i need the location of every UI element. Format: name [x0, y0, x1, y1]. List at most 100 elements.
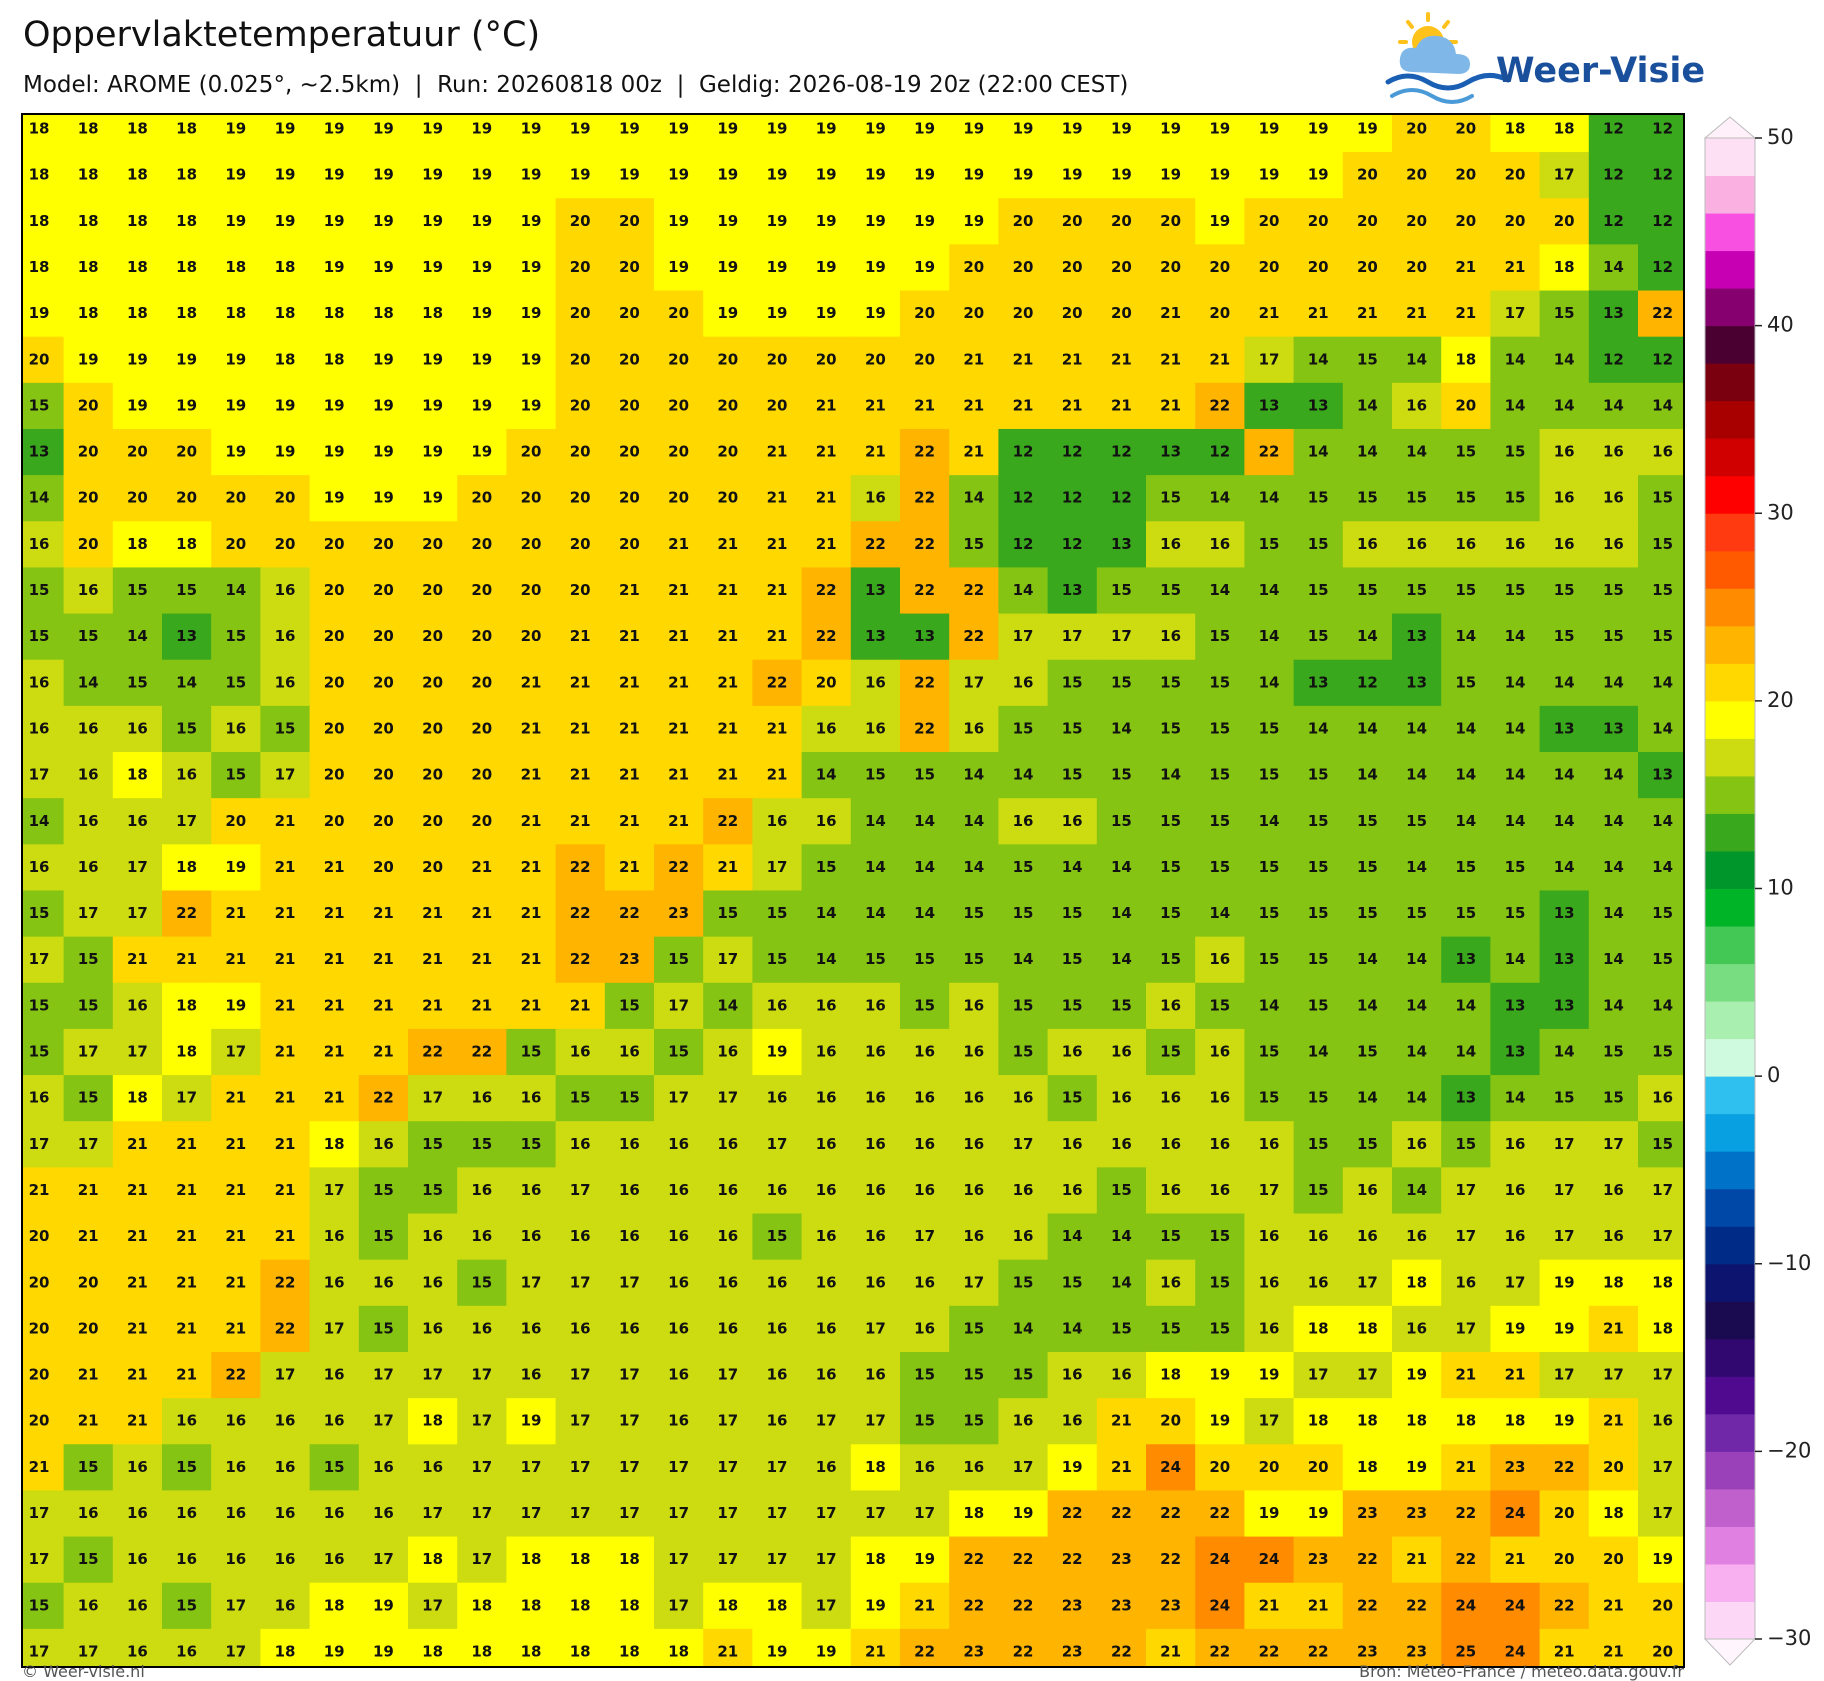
temperature-label: 16 [127, 812, 148, 830]
temperature-label: 20 [1160, 258, 1181, 276]
temperature-label: 15 [1259, 858, 1280, 876]
temperature-cell [850, 1582, 901, 1630]
temperature-cell [1342, 1075, 1393, 1122]
temperature-label: 19 [1259, 166, 1280, 184]
temperature-cell [949, 1582, 999, 1630]
temperature-label: 19 [422, 258, 443, 276]
colorbar-tick-label: −20 [1767, 1438, 1811, 1462]
temperature-cell [260, 982, 311, 1030]
temperature-cell [801, 1398, 852, 1445]
temperature-label: 23 [619, 950, 640, 968]
temperature-cell [555, 244, 606, 292]
temperature-label: 18 [1652, 1273, 1673, 1291]
temperature-label: 16 [1603, 1181, 1624, 1199]
temperature-cell [112, 705, 163, 753]
temperature-cell [703, 1213, 753, 1261]
temperature-label: 15 [1357, 812, 1378, 830]
temperature-label: 22 [1357, 1550, 1378, 1568]
temperature-cell [1638, 844, 1684, 892]
temperature-label: 13 [1652, 766, 1673, 784]
temperature-label: 20 [1406, 120, 1427, 138]
temperature-cell [752, 982, 803, 1030]
temperature-cell [1146, 1444, 1196, 1492]
temperature-label: 21 [225, 1181, 246, 1199]
temperature-cell [850, 152, 901, 199]
temperature-cell [949, 428, 999, 476]
temperature-cell [1195, 1167, 1245, 1215]
temperature-label: 19 [373, 396, 394, 414]
temperature-cell [949, 1536, 999, 1584]
temperature-cell [555, 567, 606, 615]
temperature-label: 14 [1209, 904, 1230, 922]
temperature-label: 16 [1013, 1181, 1034, 1199]
temperature-label: 17 [1455, 1181, 1476, 1199]
temperature-label: 18 [1603, 1504, 1624, 1522]
temperature-cell [22, 613, 65, 661]
temperature-label: 16 [275, 627, 296, 645]
temperature-label: 21 [373, 996, 394, 1014]
temperature-label: 15 [1406, 904, 1427, 922]
temperature-cell [1146, 428, 1196, 476]
temperature-label: 19 [471, 120, 492, 138]
temperature-label: 14 [1259, 489, 1280, 507]
temperature-cell [801, 890, 852, 938]
temperature-label: 19 [816, 304, 837, 322]
temperature-label: 18 [521, 1596, 542, 1614]
temperature-cell [1096, 198, 1147, 245]
temperature-label: 15 [521, 1135, 542, 1153]
temperature-label: 19 [816, 166, 837, 184]
temperature-cell [654, 982, 704, 1030]
temperature-cell [112, 244, 163, 292]
temperature-cell [1146, 567, 1196, 615]
temperature-cell [22, 1628, 65, 1667]
temperature-label: 20 [521, 535, 542, 553]
temperature-cell [457, 1536, 507, 1584]
temperature-cell [1342, 290, 1393, 338]
temperature-cell [457, 290, 507, 338]
temperature-label: 21 [275, 858, 296, 876]
temperature-label: 20 [1209, 1458, 1230, 1476]
temperature-label: 17 [1505, 1273, 1526, 1291]
temperature-label: 13 [865, 581, 886, 599]
temperature-label: 15 [1111, 1319, 1132, 1337]
temperature-label: 19 [1406, 1366, 1427, 1384]
temperature-cell [1588, 336, 1639, 384]
temperature-cell [309, 982, 360, 1030]
temperature-cell [358, 114, 409, 153]
temperature-label: 14 [816, 904, 837, 922]
footer-right: Bron: Météo-France / meteo.data.gouv.fr [1359, 1662, 1684, 1681]
temperature-label: 14 [1308, 443, 1329, 461]
temperature-cell [1638, 1075, 1684, 1122]
map-cells [22, 114, 1684, 1667]
temperature-cell [1244, 705, 1295, 753]
temperature-cell [1244, 114, 1295, 153]
temperature-label: 19 [422, 212, 443, 230]
temperature-label: 16 [1062, 1412, 1083, 1430]
temperature-label: 20 [1062, 212, 1083, 230]
colorbar-tick-label: −10 [1767, 1251, 1811, 1275]
temperature-label: 16 [373, 1504, 394, 1522]
temperature-cell [900, 1305, 950, 1353]
temperature-cell [211, 844, 261, 892]
temperature-label: 20 [1357, 212, 1378, 230]
temperature-cell [1342, 936, 1393, 984]
temperature-label: 21 [570, 627, 591, 645]
temperature-label: 21 [1209, 350, 1230, 368]
temperature-label: 17 [816, 1550, 837, 1568]
temperature-label: 21 [78, 1412, 99, 1430]
temperature-cell [1539, 198, 1590, 245]
temperature-label: 20 [225, 489, 246, 507]
temperature-cell [998, 1213, 1049, 1261]
temperature-label: 15 [1062, 1089, 1083, 1107]
temperature-label: 17 [225, 1043, 246, 1061]
temperature-cell [211, 428, 261, 476]
temperature-cell [1441, 114, 1491, 153]
temperature-label: 15 [176, 719, 197, 737]
temperature-cell [900, 382, 950, 430]
temperature-label: 20 [29, 1366, 50, 1384]
temperature-cell [900, 1259, 950, 1307]
temperature-cell [408, 521, 458, 569]
temperature-label: 14 [78, 673, 99, 691]
temperature-label: 13 [1111, 535, 1132, 553]
temperature-label: 14 [1308, 350, 1329, 368]
